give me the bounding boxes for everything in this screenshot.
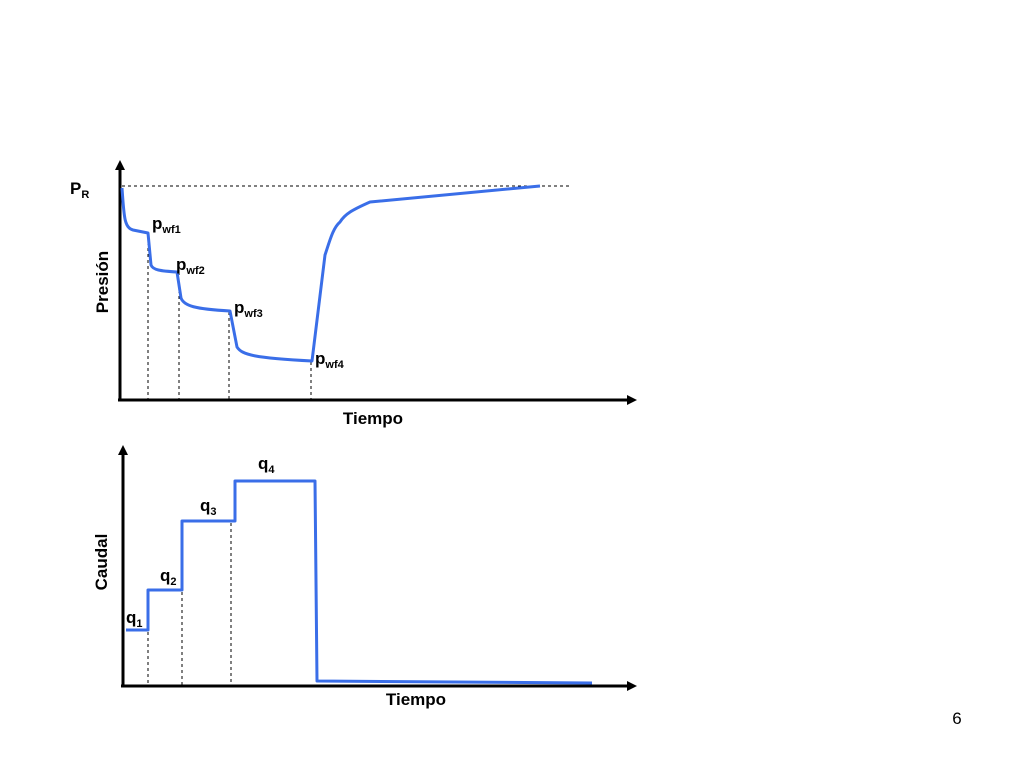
pwf-label: pwf4 <box>315 349 345 371</box>
page-number: 6 <box>952 709 961 728</box>
y-label: Caudal <box>92 534 111 591</box>
y-label: Presión <box>93 251 112 313</box>
pwf-label: pwf2 <box>176 255 205 277</box>
q-label: q3 <box>200 496 217 518</box>
q-label: q4 <box>258 454 275 476</box>
x-label: Tiempo <box>343 409 403 428</box>
guide-lines <box>147 236 312 400</box>
pressure-chart: PR pwf1 pwf2 pwf3 pwf4 Presión Tiempo <box>70 160 637 428</box>
x-label: Tiempo <box>386 690 446 709</box>
rate-chart: q1 q2 q3 q4 Caudal Tiempo <box>92 445 637 709</box>
pressure-curve <box>120 184 541 363</box>
q-label: q2 <box>160 566 177 588</box>
pwf-label: pwf3 <box>234 298 263 320</box>
q-label: q1 <box>126 608 143 630</box>
guide-lines <box>147 523 232 686</box>
rate-curve <box>126 479 593 685</box>
pwf-label: pwf1 <box>152 214 181 236</box>
pr-label: PR <box>70 179 89 201</box>
